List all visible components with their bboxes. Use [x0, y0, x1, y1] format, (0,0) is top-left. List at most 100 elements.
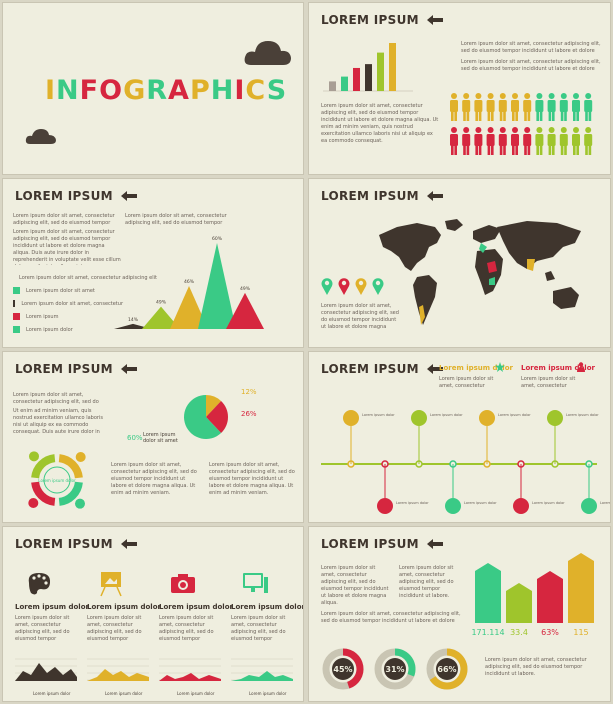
person-head	[463, 127, 470, 133]
legend-label: Lorem ipsum dolor	[26, 326, 73, 333]
person-leg	[585, 111, 588, 121]
subheading: Lorem ipsum dolor	[439, 364, 513, 372]
person-head	[585, 93, 592, 99]
legend-label: Lorem ipsum dolor sit amet	[26, 287, 95, 294]
title-letter: N	[56, 75, 80, 106]
person-leg	[463, 111, 466, 121]
timeline-label: Lorem ipsum dolor	[396, 501, 429, 505]
bar-chart	[323, 43, 413, 92]
arrow-value: 33.4	[510, 628, 528, 637]
map-pin-icon	[338, 278, 350, 295]
peak-label: 49%	[240, 286, 251, 292]
ring-center	[332, 658, 354, 680]
legend-label: Lorem ipsum dolor sit amet, consectetur …	[19, 274, 157, 281]
panel-arrows-rings: LOREM IPSUM Lorem ipsum dolor sit amet, …	[308, 526, 611, 702]
person-body	[486, 100, 495, 112]
title-letter: I	[234, 75, 246, 106]
timeline-label: Lorem ipsum dolor	[464, 501, 497, 505]
pin-hole	[358, 280, 364, 286]
panel-triangle-chart: LOREM IPSUM Lorem ipsum dolor sit amet, …	[2, 178, 304, 348]
column-label: Lorem ipsum dolor	[15, 603, 89, 611]
icon-columns: Lorem ipsum dolor Lorem ipsum dolor sit a…	[3, 567, 303, 701]
camera-top	[178, 574, 188, 578]
person-body	[462, 100, 471, 112]
panel-infographics-title: INFOGRAPHICS	[2, 2, 304, 175]
person-icon	[498, 93, 507, 121]
palette-dot	[32, 576, 36, 580]
person-leg	[548, 111, 552, 121]
legend-label: Lorem ipsum dolor sit amet, consectetur	[21, 300, 123, 307]
cycle-node	[28, 497, 39, 508]
person-head	[548, 127, 555, 133]
cycle-segment	[31, 481, 56, 506]
person-head	[512, 127, 518, 133]
monitor-stand	[251, 588, 255, 592]
legend-label: Lorem ipsum	[26, 313, 59, 320]
person-leg	[451, 111, 454, 121]
person-leg	[576, 145, 579, 155]
infographics-title: INFOGRAPHICS	[45, 75, 287, 106]
person-leg	[487, 111, 491, 121]
cycle-center-label: Lorem ipsum dolor	[38, 478, 76, 483]
peak-label: 14%	[128, 317, 139, 323]
person-icon	[547, 93, 556, 121]
map-pin-icon	[321, 278, 333, 295]
person-body	[462, 134, 471, 146]
person-head	[524, 93, 531, 99]
person-leg	[478, 145, 482, 155]
chart-caption: Lorem ipsum dolor	[249, 691, 287, 696]
cycle-node	[75, 452, 86, 463]
person-icon	[498, 127, 507, 155]
palette-icon	[28, 573, 51, 595]
person-icon	[523, 93, 532, 121]
column-text: Lorem ipsum dolor sit amet, consectetur …	[87, 615, 142, 642]
legend-swatch	[13, 300, 16, 307]
peak	[142, 306, 180, 329]
pin-hole	[341, 280, 347, 286]
legend-item: Lorem ipsum dolor sit amet, consectetur …	[13, 271, 157, 284]
bar	[353, 67, 360, 91]
timeline-chart: Lorem ipsum dolor Lorem ipsum dolor Lorem …	[321, 410, 610, 514]
palette-dot	[37, 574, 41, 578]
person-leg	[515, 145, 518, 155]
person-leg	[466, 111, 470, 121]
peak-label: 49%	[156, 300, 167, 306]
star-icon	[495, 362, 505, 372]
person-leg	[524, 145, 527, 155]
person-body	[474, 134, 483, 146]
pct-label: 12%	[241, 388, 257, 396]
body-text: Lorem ipsum dolor sit amet, consectetur …	[439, 376, 494, 389]
person-leg	[539, 111, 543, 121]
person-head	[475, 127, 482, 133]
legend-item: Lorem ipsum dolor	[13, 323, 123, 336]
person-leg	[503, 111, 506, 121]
triangle-chart: 14% 49% 46% 60% 49%	[114, 236, 264, 329]
column-label: Lorem ipsum dolor	[87, 603, 161, 611]
person-head	[475, 93, 482, 99]
pie-slice	[184, 395, 222, 439]
legend: Lorem ipsum dolor sit amet, consectetur …	[13, 271, 157, 336]
body-text: Lorem ipsum dolor sit amet, consectetur …	[321, 611, 461, 624]
timeline-label: Lorem ipsum dolor	[532, 501, 565, 505]
panel-title: LOREM IPSUM	[321, 13, 443, 27]
title-letter: I	[45, 75, 57, 106]
person-head	[548, 93, 555, 99]
chart-caption: Lorem ipsum dolor	[105, 691, 143, 696]
person-head	[585, 127, 592, 133]
body-text: Lorem ipsum dolor sit amet, consectetur …	[461, 59, 601, 72]
person-body	[450, 134, 458, 146]
title-letter: P	[189, 75, 211, 106]
legend-item: Lorem ipsum dolor sit amet, consectetur	[13, 297, 123, 310]
legend-item: Lorem ipsum	[13, 310, 123, 323]
person-head	[536, 93, 543, 99]
legend-swatch	[13, 287, 20, 294]
person-leg	[491, 145, 494, 155]
cloud-icon	[244, 41, 291, 65]
person-head	[573, 127, 579, 133]
back-arrow-icon	[426, 363, 443, 374]
timeline-icon-circle	[479, 410, 495, 426]
back-arrow-icon	[120, 363, 137, 374]
pie-slice	[206, 395, 222, 417]
person-icon	[559, 93, 568, 121]
person-leg	[512, 145, 515, 155]
